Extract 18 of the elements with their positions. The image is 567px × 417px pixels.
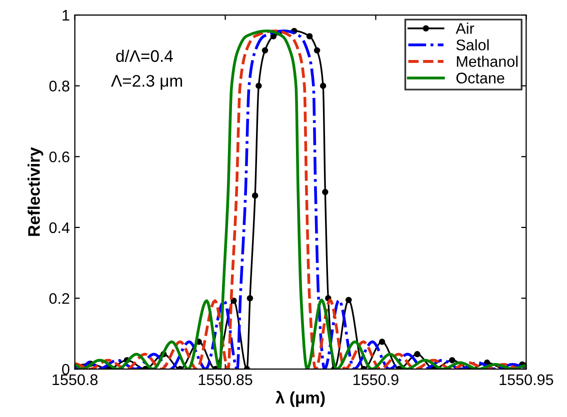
y-tick-label: 0.8 bbox=[49, 80, 70, 92]
x-axis-title: λ (μm) bbox=[276, 390, 325, 407]
y-tick-label: 0.4 bbox=[49, 222, 70, 234]
x-tick-label: 1550.8 bbox=[52, 374, 98, 386]
y-axis-title: Reflectiviry bbox=[28, 147, 44, 236]
x-tick-label: 1550.95 bbox=[500, 374, 554, 386]
x-tick-label: 1550.85 bbox=[198, 374, 252, 386]
legend-label: Salol bbox=[456, 39, 489, 50]
annotation: Λ=2.3 μm bbox=[111, 74, 182, 90]
y-tick-label: 0.2 bbox=[49, 293, 70, 304]
y-tick-label: 1 bbox=[62, 10, 70, 21]
x-tick-label: 1550.9 bbox=[354, 374, 398, 386]
annotation: d/Λ=0.4 bbox=[116, 50, 173, 62]
legend-label: Air bbox=[456, 22, 474, 34]
y-tick-label: 0.6 bbox=[49, 151, 70, 162]
legend-label: Methanol bbox=[456, 56, 518, 67]
y-tick-label: 0 bbox=[62, 364, 70, 375]
legend-label: Octane bbox=[456, 72, 504, 84]
